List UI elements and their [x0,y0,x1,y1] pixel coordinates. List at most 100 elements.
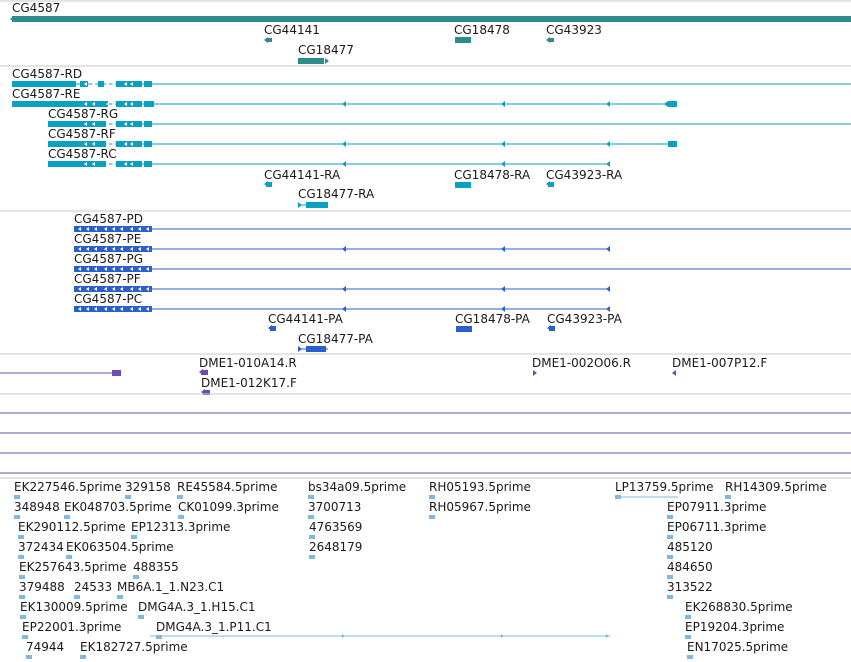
gene-feature[interactable] [548,38,554,42]
protein-coding-block[interactable] [270,326,276,331]
clone-end[interactable] [203,390,210,395]
exon-block[interactable] [98,81,104,87]
exon-block[interactable] [266,182,272,187]
strand-arrow [533,370,537,376]
est-feature[interactable] [19,595,25,599]
est-feature[interactable] [26,655,32,659]
exon-block[interactable] [116,81,142,87]
gene-label: CG4587 [12,1,60,15]
strand-arrow [146,267,149,271]
strand-arrow [92,162,95,166]
exon-block[interactable] [116,161,142,167]
est-feature[interactable] [156,635,162,639]
est-feature[interactable] [66,555,72,559]
exon-block[interactable] [144,101,154,107]
est-feature[interactable] [667,535,673,539]
exon-block[interactable] [48,141,106,147]
est-feature[interactable] [117,595,123,599]
exon-block[interactable] [455,182,471,188]
exon-block[interactable] [144,81,152,87]
strand-arrow [86,307,89,311]
est-feature[interactable] [685,635,691,639]
strand-arrow [199,369,203,375]
est-feature[interactable] [687,655,693,659]
est-label: EK130009.5prime [20,600,128,614]
est-feature[interactable] [64,515,70,519]
est-feature[interactable] [22,635,28,639]
est-feature[interactable] [309,555,315,559]
est-label: 348948 [14,500,60,514]
est-feature[interactable] [178,515,184,519]
protein-coding-block[interactable] [549,326,555,331]
strand-arrow [92,122,95,126]
est-feature[interactable] [667,575,673,579]
est-feature[interactable] [80,655,86,659]
est-feature[interactable] [14,495,20,499]
exon-block[interactable] [12,101,80,107]
est-feature[interactable] [667,515,673,519]
exon-block[interactable] [144,161,152,167]
gene-feature[interactable] [12,16,851,22]
clone-end[interactable] [112,370,121,376]
est-label: 313522 [667,580,713,594]
transcript-label: CG4587-RC [48,147,117,161]
est-feature[interactable] [19,575,25,579]
strand-arrow [112,82,115,86]
exon-block[interactable] [144,141,152,147]
est-feature[interactable] [18,555,24,559]
est-feature[interactable] [177,495,183,499]
est-label: EP07911.3prime [667,500,766,514]
exon-block[interactable] [48,121,106,127]
strand-arrow [268,325,272,331]
exon-block[interactable] [48,161,106,167]
est-label: RH14309.5prime [725,480,827,494]
est-label: EK257643.5prime [19,560,127,574]
exon-block[interactable] [548,182,554,187]
strand-arrow [94,267,97,271]
est-label: LP13759.5prime [615,480,714,494]
est-feature[interactable] [133,575,139,579]
exon-block[interactable] [306,202,328,208]
strand-arrow [606,246,610,252]
clone-end[interactable] [201,370,208,375]
protein-coding-block[interactable] [306,346,326,352]
est-feature[interactable] [138,615,144,619]
est-feature[interactable] [74,595,80,599]
exon-block[interactable] [116,121,142,127]
est-feature[interactable] [667,555,673,559]
protein-label: CG4587-PC [74,292,142,306]
est-feature[interactable] [131,535,137,539]
strand-arrow [92,102,95,106]
est-feature[interactable] [18,535,24,539]
exon-block[interactable] [12,81,76,87]
est-label: 74944 [26,640,64,654]
est-feature[interactable] [125,495,131,499]
exon-block[interactable] [116,141,142,147]
exon-block[interactable] [668,101,677,107]
strand-arrow [138,227,141,231]
strand-arrow [606,306,610,312]
est-feature[interactable] [429,495,435,499]
exon-block[interactable] [116,101,142,107]
est-feature[interactable] [429,515,435,519]
est-feature[interactable] [308,515,314,519]
gene-feature[interactable] [455,37,471,43]
est-feature[interactable] [14,515,20,519]
est-feature[interactable] [309,535,315,539]
gene-feature[interactable] [298,58,324,64]
exon-block[interactable] [668,141,677,147]
strand-arrow [146,247,149,251]
strand-arrow [501,634,504,638]
gene-feature[interactable] [266,38,272,42]
strand-arrow [124,102,127,106]
est-feature[interactable] [20,615,26,619]
est-feature[interactable] [667,595,673,599]
est-feature[interactable] [725,495,731,499]
protein-coding-block[interactable] [456,326,472,332]
exon-block[interactable] [144,121,152,127]
transcript-label: CG4587-RG [48,107,118,121]
est-feature[interactable] [308,495,314,499]
est-feature[interactable] [685,615,691,619]
protein-label: CG43923-PA [547,312,623,326]
